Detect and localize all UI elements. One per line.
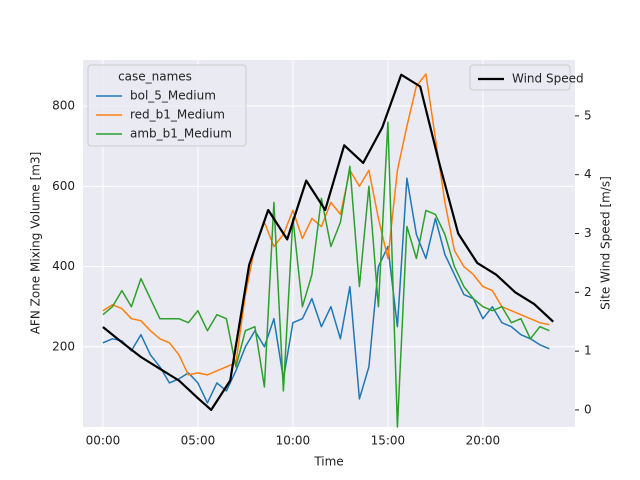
x-tick-label: 15:00 [371,434,406,448]
marks [102,73,554,428]
legend-box [469,64,571,91]
y-tick-label: 800 [52,99,75,113]
x-tick-label: 20:00 [466,434,501,448]
x-axis-label: Time [313,455,343,469]
x-tick-label: 05:00 [181,434,216,448]
x-tick-label: 00:00 [86,434,121,448]
y2-tick-label: 3 [584,226,592,240]
y-tick-label: 200 [52,339,75,353]
y2-axis-label: Site Wind Speed [m/s] [599,176,613,310]
y-tick-label: 600 [52,179,75,193]
y-axis-label: AFN Zone Mixing Volume [m3] [29,152,43,335]
legend-label: bol_5_Medium [130,89,216,103]
y2-tick-label: 5 [584,108,592,122]
y2-tick-label: 1 [584,344,592,358]
y2-tick-label: 4 [584,167,592,181]
legend-label: red_b1_Medium [130,108,225,122]
series-line [102,121,550,428]
legend-title: case_names [118,70,192,84]
legend-label: Wind Speed [512,72,584,86]
series-line [102,73,550,376]
legend-label: amb_b1_Medium [130,127,232,141]
series-line [102,73,554,411]
legends: case_names bol_5_Medium red_b1_Medium amb_b… [87,64,584,147]
legend-box [87,64,247,147]
y2-tick-label: 2 [584,285,592,299]
y2-tick-label: 0 [584,402,592,416]
x-tick-label: 10:00 [276,434,311,448]
y-tick-label: 400 [52,259,75,273]
